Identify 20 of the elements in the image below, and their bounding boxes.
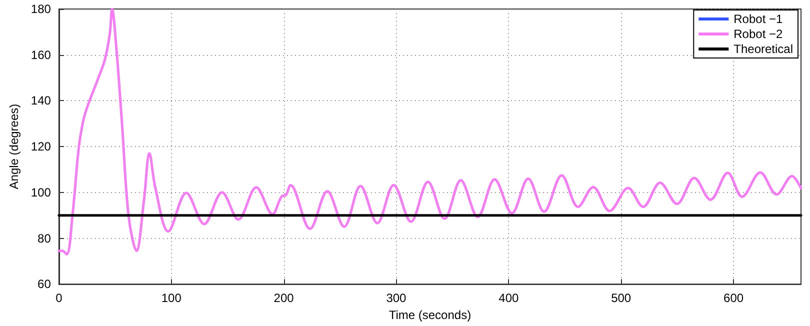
y-tick-label: 100 (30, 185, 52, 200)
legend-label: Robot −2 (734, 27, 783, 41)
y-tick-label: 180 (30, 2, 52, 16)
x-tick-label: 300 (386, 291, 407, 306)
y-tick-label: 120 (30, 140, 52, 154)
y-tick-label: 140 (30, 94, 52, 108)
y-tick-label: 60 (38, 277, 52, 292)
x-tick-label: 100 (161, 291, 182, 306)
legend-label: Robot −1 (734, 12, 783, 26)
x-tick-label: 400 (498, 291, 519, 306)
y-tick-label: 80 (38, 231, 52, 246)
x-tick-label: 200 (274, 291, 294, 306)
legend-label: Theoretical (734, 42, 794, 56)
x-tick-label: 0 (56, 291, 63, 306)
x-tick-label: 500 (611, 291, 632, 306)
y-axis-title: Angle (degrees) (7, 104, 21, 190)
y-tick-label: 160 (30, 48, 52, 62)
line-series (58, 8, 802, 256)
x-tick-label: 600 (724, 291, 744, 306)
x-axis-title: Time (seconds) (388, 308, 472, 322)
